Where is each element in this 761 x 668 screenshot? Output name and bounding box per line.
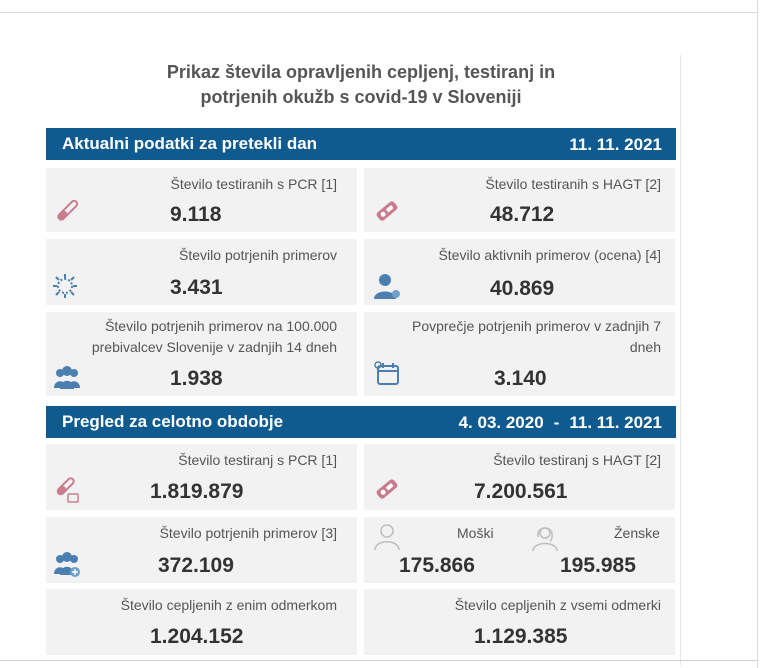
period-confirmed-value: 372.109 <box>158 554 234 577</box>
period-female-label: Ženske <box>614 525 660 541</box>
period-hagt-value: 7.200.561 <box>474 480 568 503</box>
period-hagt-label: Število testiranj s HAGT [2] <box>493 452 661 468</box>
test-tube-icon <box>57 199 79 221</box>
group-icon <box>54 366 80 389</box>
title-line-2: potrjenih okužb s covid-19 v Sloveniji <box>200 87 522 107</box>
daily-pcr-value: 9.118 <box>170 203 222 226</box>
period-date-dash: - <box>553 413 560 432</box>
period-female-value: 195.985 <box>560 554 636 577</box>
period-header-band: Pregled za celotno obdobje 4. 03. 2020-1… <box>46 406 676 438</box>
period-vacc-all-card: Število cepljenih z vsemi odmerki 1.129.… <box>364 589 675 655</box>
period-vacc1-card: Število cepljenih z enim odmerkom 1.204.… <box>46 589 357 655</box>
daily-avg7-card: Povprečje potrjenih primerov v zadnjih 7… <box>364 312 675 396</box>
daily-avg7-label: Povprečje potrjenih primerov v zadnjih 7… <box>412 316 661 358</box>
period-male-label: Moški <box>457 525 494 541</box>
daily-hagt-label: Število testiranih s HAGT [2] <box>485 176 661 192</box>
period-date-to: 11. 11. 2021 <box>569 413 662 432</box>
period-vacc1-value: 1.204.152 <box>150 625 244 648</box>
period-vacc-all-value: 1.129.385 <box>474 625 568 648</box>
daily-pcr-card: Število testiranih s PCR [1] 9.118 <box>46 168 357 232</box>
group-plus-icon <box>54 552 80 577</box>
daily-per100k-label: Število potrjenih primerov na 100.000 pr… <box>92 316 337 358</box>
title-line-1: Prikaz števila opravljenih cepljenj, tes… <box>166 62 556 82</box>
daily-per100k-label-line1: Število potrjenih primerov na 100.000 <box>105 318 337 334</box>
daily-confirmed-label: Število potrjenih primerov <box>179 247 337 263</box>
male-icon <box>374 524 400 551</box>
test-tube-icon <box>56 477 79 503</box>
daily-per100k-value: 1.938 <box>170 367 223 390</box>
period-date-range: 4. 03. 2020-11. 11. 2021 <box>459 413 662 433</box>
daily-active-label: Število aktivnih primerov (ocena) [4] <box>438 247 661 263</box>
daily-hagt-card: Število testiranih s HAGT [2] 48.712 <box>364 168 675 232</box>
daily-confirmed-value: 3.431 <box>170 276 223 299</box>
rapid-test-icon <box>376 201 398 221</box>
period-male-value: 175.866 <box>399 554 475 577</box>
virus-icon <box>53 274 77 298</box>
page-title: Prikaz števila opravljenih cepljenj, tes… <box>46 60 676 110</box>
daily-header-band: Aktualni podatki za pretekli dan 11. 11.… <box>46 128 676 160</box>
period-pcr-value: 1.819.879 <box>150 480 244 503</box>
daily-avg7-label-line1: Povprečje potrjenih primerov v zadnjih 7 <box>411 318 661 334</box>
daily-active-value: 40.869 <box>490 277 555 300</box>
daily-pcr-label: Število testiranih s PCR [1] <box>170 176 337 192</box>
period-heading: Pregled za celotno obdobje <box>62 412 284 431</box>
daily-active-card: Število aktivnih primerov (ocena) [4] 40… <box>364 239 675 305</box>
calendar-icon <box>374 361 399 385</box>
panel-edge <box>680 55 681 665</box>
person-icon <box>374 274 400 299</box>
period-gender-card: Moški 175.866 Ženske 195.985 <box>364 517 675 583</box>
daily-hagt-value: 48.712 <box>490 203 555 226</box>
daily-per100k-label-line2: prebivalcev Slovenije v zadnjih 14 dneh <box>91 339 337 355</box>
period-pcr-label: Število testiranj s PCR [1] <box>178 452 337 468</box>
period-vacc-all-label: Število cepljenih z vsemi odmerki <box>454 597 661 613</box>
top-divider <box>0 12 757 13</box>
rapid-test-icon <box>376 479 398 499</box>
daily-heading: Aktualni podatki za pretekli dan <box>62 134 318 153</box>
daily-confirmed-card: Število potrjenih primerov 3.431 <box>46 239 357 305</box>
right-divider <box>757 0 758 668</box>
bottom-divider <box>0 660 757 661</box>
period-pcr-card: Število testiranj s PCR [1] 1.819.879 <box>46 444 357 510</box>
female-icon <box>532 527 558 551</box>
daily-avg7-label-line2: dneh <box>629 339 661 355</box>
period-vacc1-label: Število cepljenih z enim odmerkom <box>120 597 337 613</box>
daily-per100k-card: Število potrjenih primerov na 100.000 pr… <box>46 312 357 396</box>
daily-avg7-value: 3.140 <box>494 367 547 390</box>
period-confirmed-label: Število potrjenih primerov [3] <box>159 525 337 541</box>
period-confirmed-card: Število potrjenih primerov [3] 372.109 <box>46 517 357 583</box>
period-hagt-card: Število testiranj s HAGT [2] 7.200.561 <box>364 444 675 510</box>
daily-date: 11. 11. 2021 <box>569 135 662 154</box>
period-date-from: 4. 03. 2020 <box>458 413 544 432</box>
